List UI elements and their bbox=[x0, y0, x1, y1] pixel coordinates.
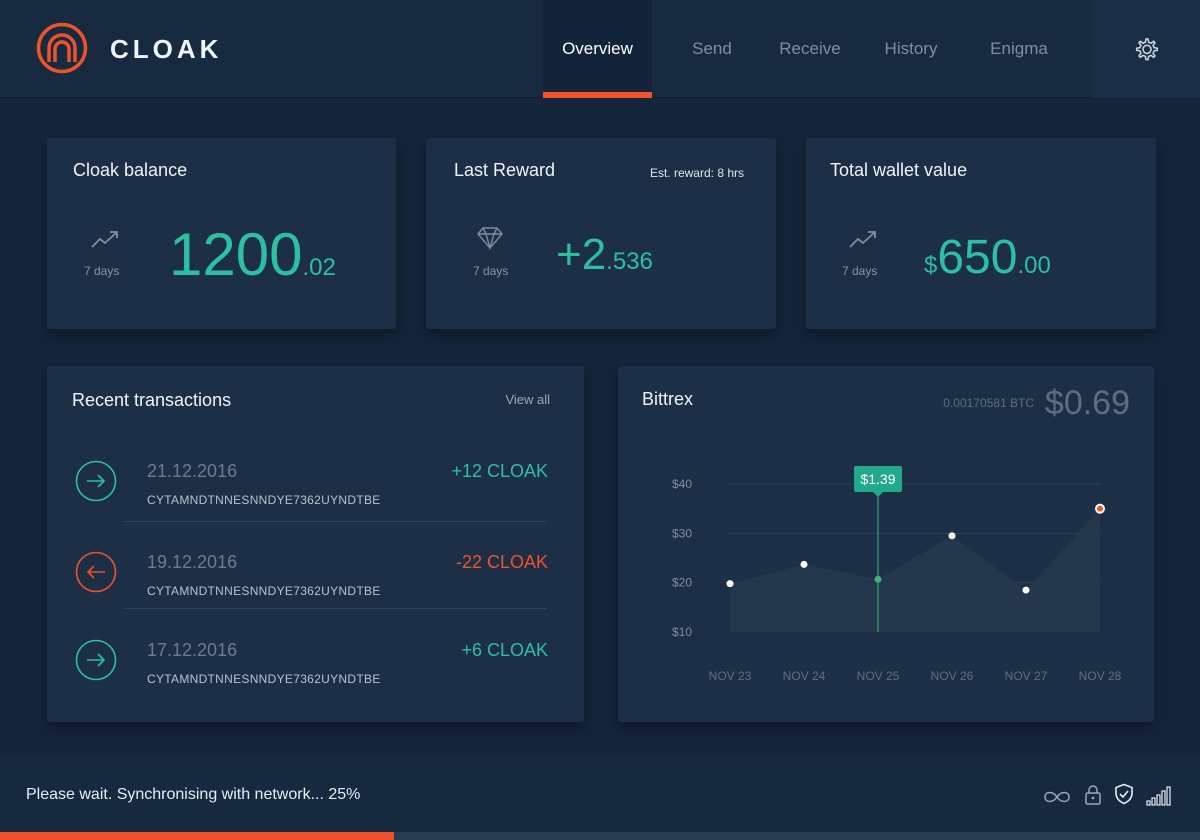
data-point bbox=[1022, 586, 1030, 594]
wallet-dec: .00 bbox=[1017, 252, 1051, 279]
lock-icon bbox=[1085, 785, 1101, 805]
sync-progress-bar bbox=[0, 832, 1200, 840]
transaction-row[interactable]: 17.12.2016 CYTAMNDTNNESNNDYE7362UYNDTBE … bbox=[47, 625, 584, 713]
tab-send[interactable]: Send bbox=[692, 39, 732, 58]
balance-period: 7 days bbox=[84, 264, 120, 278]
status-bar: Please wait. Synchronising with network.… bbox=[0, 758, 1200, 840]
x-tick-label: NOV 24 bbox=[783, 669, 826, 683]
y-tick-label: $10 bbox=[672, 625, 692, 639]
x-tick-label: NOV 25 bbox=[857, 669, 900, 683]
x-tick-label: NOV 23 bbox=[709, 669, 752, 683]
wallet-value: $650.00 bbox=[924, 230, 1051, 285]
transaction-amount: +12 CLOAK bbox=[451, 461, 548, 481]
divider bbox=[125, 608, 546, 609]
wallet-card: Total wallet value 7 days $650.00 bbox=[806, 138, 1156, 329]
transaction-date: 17.12.2016 bbox=[147, 640, 238, 660]
balance-dec: .02 bbox=[302, 254, 336, 281]
usd-price: $0.69 bbox=[1044, 384, 1130, 422]
transaction-date: 21.12.2016 bbox=[147, 461, 238, 481]
y-tick-label: $30 bbox=[672, 526, 692, 540]
brand-name: CLOAK bbox=[110, 34, 223, 64]
reward-period: 7 days bbox=[473, 264, 509, 278]
reward-int: +2 bbox=[556, 230, 607, 279]
price-chart: $40 $30 $20 $10 NOV 23 NOV 24 NOV 25 NOV 26 NOV … bbox=[672, 466, 1122, 683]
top-bar: CLOAK Overview Send Receive History Enig… bbox=[0, 0, 1200, 98]
divider bbox=[125, 521, 546, 522]
balance-int: 1200 bbox=[169, 221, 303, 288]
data-point bbox=[948, 532, 956, 540]
transactions-card: Recent transactions View all 21.12.2016 … bbox=[47, 366, 584, 722]
wallet-currency: $ bbox=[924, 252, 938, 279]
x-tick-label: NOV 27 bbox=[1005, 669, 1048, 683]
transaction-date: 19.12.2016 bbox=[147, 552, 238, 572]
transactions-title: Recent transactions bbox=[72, 390, 232, 410]
trend-up-icon bbox=[91, 231, 118, 248]
infinity-icon bbox=[1044, 791, 1070, 803]
sync-progress-fill bbox=[0, 832, 394, 840]
transaction-amount: -22 CLOAK bbox=[455, 552, 548, 572]
transaction-amount: +6 CLOAK bbox=[461, 640, 548, 660]
arrow-right-circle-icon bbox=[75, 460, 117, 502]
arrow-right-circle-icon bbox=[75, 639, 117, 681]
tab-receive[interactable]: Receive bbox=[779, 39, 841, 58]
tooltip-pointer bbox=[873, 492, 883, 497]
tab-history[interactable]: History bbox=[884, 39, 938, 58]
signal-bars-icon bbox=[1146, 786, 1171, 806]
data-point-latest bbox=[1097, 505, 1103, 512]
arrow-left-circle-icon bbox=[75, 551, 117, 593]
x-tick-label: NOV 28 bbox=[1079, 669, 1122, 683]
reward-estimate: Est. reward: 8 hrs bbox=[649, 166, 744, 180]
reward-card: Last Reward Est. reward: 8 hrs 7 days +2… bbox=[426, 138, 776, 329]
tab-overview[interactable]: Overview bbox=[543, 0, 652, 98]
shield-check-icon bbox=[1115, 783, 1133, 805]
balance-value: 1200.02 bbox=[169, 220, 336, 289]
transaction-address: CYTAMNDTNNESNNDYE7362UYNDTBE bbox=[147, 493, 381, 507]
reward-dec: .536 bbox=[606, 248, 653, 275]
area-fill bbox=[730, 508, 1100, 632]
data-point bbox=[726, 580, 734, 588]
diamond-icon bbox=[477, 227, 503, 250]
bittrex-card: Bittrex 0.00170581 BTC $0.69 $40 $30 $20 $1… bbox=[618, 366, 1154, 722]
btc-price: 0.00170581 BTC bbox=[943, 396, 1034, 410]
balance-card: Cloak balance 7 days 1200.02 bbox=[47, 138, 396, 329]
wallet-title: Total wallet value bbox=[830, 160, 968, 180]
transaction-address: CYTAMNDTNNESNNDYE7362UYNDTBE bbox=[147, 584, 381, 598]
reward-title: Last Reward bbox=[454, 160, 556, 180]
wallet-int: 650 bbox=[937, 231, 1018, 284]
transaction-address: CYTAMNDTNNESNNDYE7362UYNDTBE bbox=[147, 672, 381, 686]
data-point-highlight bbox=[874, 575, 882, 583]
settings-button[interactable] bbox=[1092, 0, 1200, 98]
tooltip-box bbox=[854, 466, 902, 492]
y-tick-label: $20 bbox=[672, 576, 692, 590]
gear-icon bbox=[1135, 38, 1159, 61]
cloak-logo-icon bbox=[36, 22, 88, 74]
tooltip-value: $1.39 bbox=[860, 471, 895, 487]
data-point bbox=[800, 560, 808, 568]
y-tick-label: $40 bbox=[672, 477, 692, 491]
wallet-period: 7 days bbox=[842, 264, 878, 278]
bittrex-title: Bittrex bbox=[642, 389, 694, 409]
transaction-row[interactable]: 21.12.2016 CYTAMNDTNNESNNDYE7362UYNDTBE … bbox=[47, 446, 584, 534]
sync-status: Please wait. Synchronising with network.… bbox=[26, 786, 361, 803]
x-tick-label: NOV 26 bbox=[931, 669, 974, 683]
transaction-row[interactable]: 19.12.2016 CYTAMNDTNNESNNDYE7362UYNDTBE … bbox=[47, 537, 584, 625]
reward-value: +2.536 bbox=[556, 230, 653, 280]
tab-enigma[interactable]: Enigma bbox=[990, 39, 1048, 58]
main-nav: Overview Send Receive History Enigma bbox=[543, 0, 1064, 98]
balance-title: Cloak balance bbox=[73, 160, 188, 180]
trend-up-icon bbox=[849, 231, 876, 248]
view-all-link[interactable]: View all bbox=[505, 392, 550, 407]
